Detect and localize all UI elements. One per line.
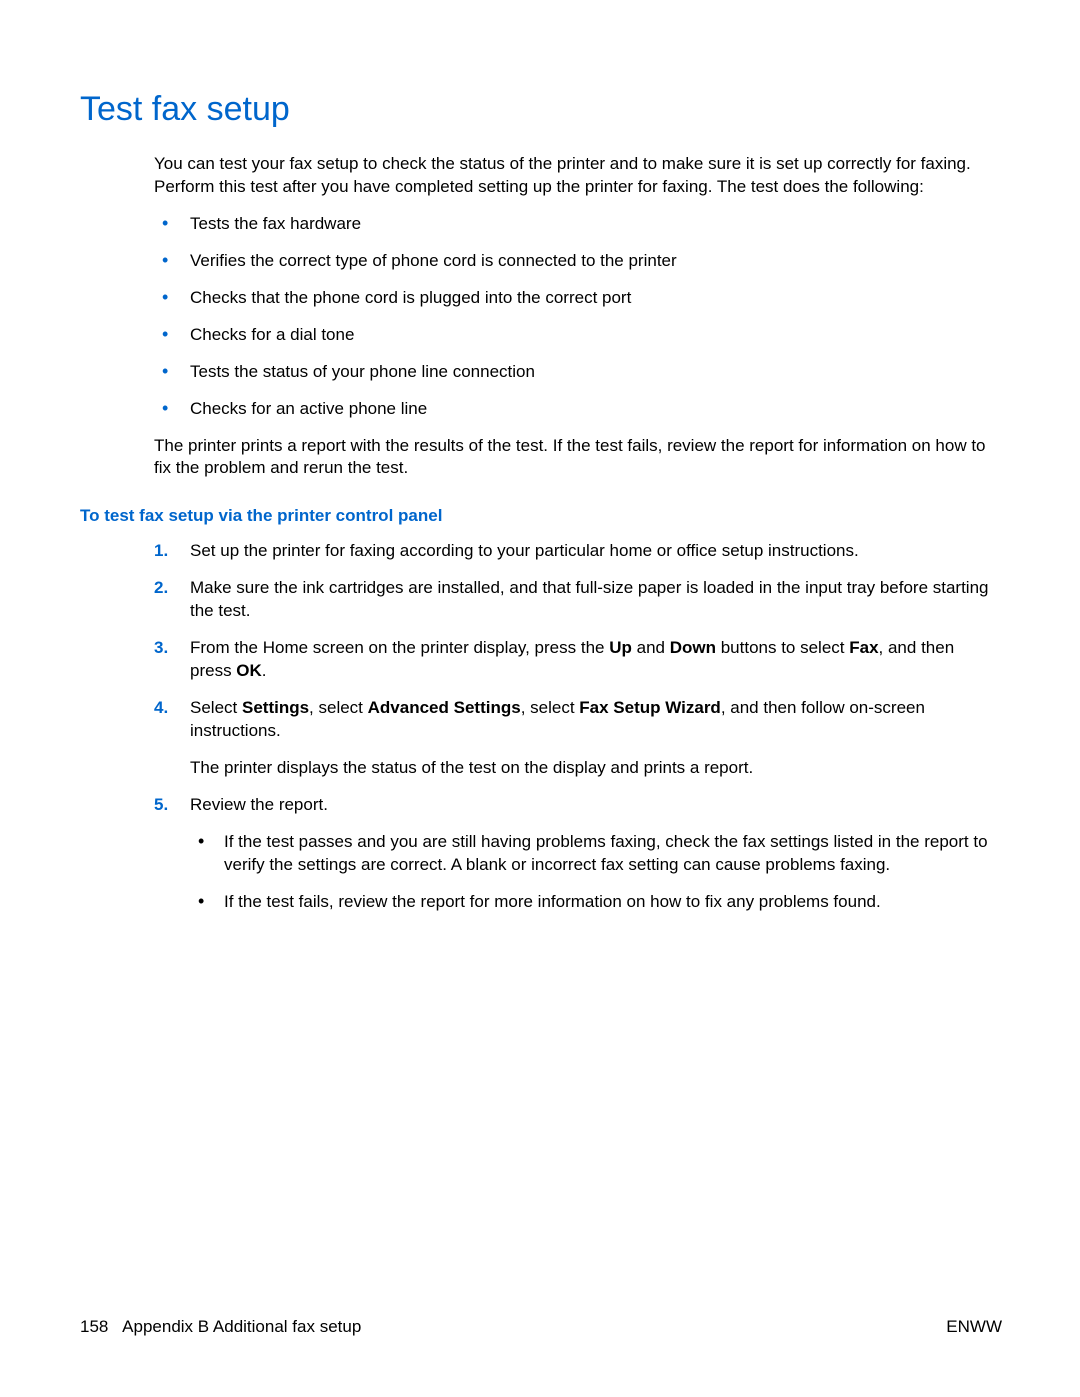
list-item: Checks for an active phone line [154,398,1000,421]
bold-fax-setup-wizard: Fax Setup Wizard [579,698,721,717]
step-after-text: The printer displays the status of the t… [190,757,1000,780]
test-items-list: Tests the fax hardware Verifies the corr… [154,213,1000,421]
bold-down: Down [670,638,716,657]
step-text: Review the report. [190,794,1000,817]
sub-list-item: If the test fails, review the report for… [190,891,1000,914]
list-item: Tests the fax hardware [154,213,1000,236]
bold-up: Up [609,638,632,657]
procedure-heading: To test fax setup via the printer contro… [80,506,1000,526]
step-item: Make sure the ink cartridges are install… [154,577,1000,623]
t: , select [309,698,368,717]
bold-advanced-settings: Advanced Settings [368,698,521,717]
step-text: From the Home screen on the printer disp… [190,637,1000,683]
step-text: Select Settings, select Advanced Setting… [190,697,1000,743]
bold-fax: Fax [849,638,878,657]
procedure-steps: Set up the printer for faxing according … [154,540,1000,913]
section-label: Appendix B Additional fax setup [122,1317,361,1336]
step-item: Review the report. If the test passes an… [154,794,1000,914]
step-item: From the Home screen on the printer disp… [154,637,1000,683]
t: . [262,661,267,680]
footer-left: 158 Appendix B Additional fax setup [80,1317,361,1337]
t: , select [521,698,580,717]
after-bullets-paragraph: The printer prints a report with the res… [154,435,1000,481]
t: buttons to select [716,638,849,657]
list-item: Verifies the correct type of phone cord … [154,250,1000,273]
t: From the Home screen on the printer disp… [190,638,609,657]
t: and [632,638,670,657]
step-text: Set up the printer for faxing according … [190,540,1000,563]
step-item: Set up the printer for faxing according … [154,540,1000,563]
language-code: ENWW [946,1317,1002,1337]
t: Select [190,698,242,717]
list-item: Tests the status of your phone line conn… [154,361,1000,384]
procedure-content: Set up the printer for faxing according … [154,540,1000,913]
list-item: Checks that the phone cord is plugged in… [154,287,1000,310]
page-number: 158 [80,1317,108,1336]
bold-settings: Settings [242,698,309,717]
step-item: Select Settings, select Advanced Setting… [154,697,1000,780]
intro-paragraph: You can test your fax setup to check the… [154,153,1000,199]
page-title: Test fax setup [80,90,1000,129]
list-item: Checks for a dial tone [154,324,1000,347]
sub-list-item: If the test passes and you are still hav… [190,831,1000,877]
page-footer: 158 Appendix B Additional fax setup ENWW [80,1317,1002,1337]
body-content: You can test your fax setup to check the… [154,153,1000,480]
step-text: Make sure the ink cartridges are install… [190,577,1000,623]
review-sublist: If the test passes and you are still hav… [190,831,1000,914]
bold-ok: OK [236,661,262,680]
